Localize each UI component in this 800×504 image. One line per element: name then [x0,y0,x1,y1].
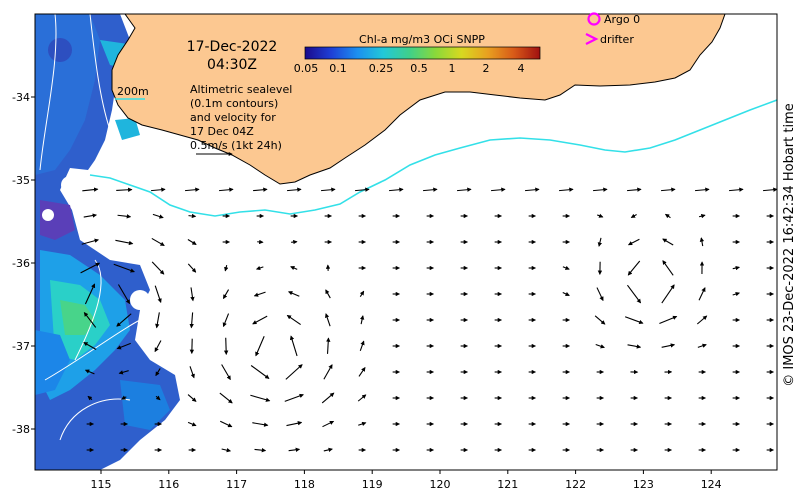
y-tick-label: -36 [12,257,30,270]
info-line: 17 Dec 04Z [190,125,254,138]
colorbar-tick-label: 0.5 [410,62,428,75]
map-time: 04:30Z [207,57,257,73]
x-tick-label: 117 [226,478,247,491]
isobath-label: 200m [117,85,149,98]
y-tick-label: -34 [12,91,30,104]
info-line: (0.1m contours) [190,97,278,110]
x-tick-label: 121 [497,478,518,491]
colorbar-tick-label: 2 [483,62,490,75]
velocity-arrow [226,338,227,354]
x-tick-label: 118 [294,478,315,491]
x-axis: 115 116 117 118 119 120 121 122 123 124 [91,470,722,491]
y-axis: -34 -35 -36 -37 -38 [12,91,35,436]
colorbar-title: Chl-a mg/m3 OCi SNPP [359,33,485,46]
colorbar-tick-label: 1 [449,62,456,75]
velocity-arrow [188,216,195,217]
colorbar-tick-label: 0.1 [329,62,347,75]
map-date: 17-Dec-2022 [187,39,278,55]
colorbar-tick-label: 4 [518,62,525,75]
legend-argo-label: Argo 0 [604,13,640,26]
legend-drifter-label: drifter [600,33,634,46]
x-tick-label: 115 [91,478,112,491]
x-tick-label: 124 [701,478,722,491]
info-line: and velocity for [190,111,276,124]
info-line: Altimetric sealevel [190,83,292,96]
colorbar-gradient [305,47,540,59]
colorbar-tick-label: 0.05 [294,62,319,75]
y-tick-label: -38 [12,423,30,436]
x-tick-label: 122 [565,478,586,491]
x-tick-label: 123 [633,478,654,491]
x-tick-label: 119 [362,478,383,491]
y-tick-label: -37 [12,340,30,353]
x-tick-label: 120 [430,478,451,491]
x-tick-label: 116 [158,478,179,491]
velocity-arrow [291,242,297,243]
colorbar-tick-label: 0.25 [369,62,394,75]
info-line: 0.5m/s (1kt 24h) [190,139,282,152]
y-tick-label: -35 [12,174,30,187]
credit-text: © IMOS 23-Dec-2022 16:42:34 Hobart time [782,103,797,387]
